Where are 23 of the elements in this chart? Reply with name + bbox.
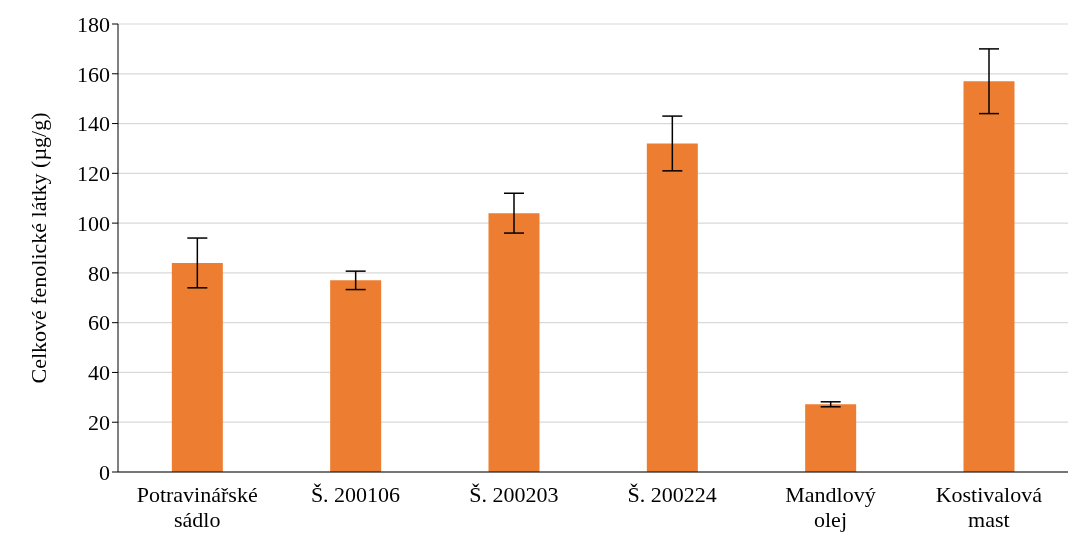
- bar: [330, 280, 382, 472]
- y-tick-label: 120: [77, 161, 110, 187]
- y-tick-label: 60: [88, 310, 110, 336]
- bar: [805, 404, 857, 472]
- y-tick-label: 100: [77, 210, 110, 236]
- bar: [171, 262, 223, 472]
- y-tick-label: 20: [88, 410, 110, 436]
- bar: [646, 143, 698, 472]
- x-tick-label: Mandlový olej: [785, 482, 876, 532]
- bar: [488, 213, 540, 472]
- y-tick-label: 160: [77, 61, 110, 87]
- y-tick-label: 180: [77, 11, 110, 37]
- x-tick-label: Kostivalová mast: [935, 482, 1043, 532]
- y-tick-label: 0: [99, 459, 110, 485]
- x-tick-label: Š. 200106: [310, 482, 401, 507]
- bar: [963, 81, 1015, 472]
- y-tick-label: 80: [88, 260, 110, 286]
- x-tick-label: Š. 200203: [469, 482, 559, 507]
- y-tick-label: 140: [77, 111, 110, 137]
- x-tick-label: Potravinářské sádlo: [136, 482, 258, 532]
- x-tick-label: Š. 200224: [627, 482, 717, 507]
- y-tick-label: 40: [88, 360, 110, 386]
- y-axis-title: Celkové fenolické látky (µg/g): [25, 112, 51, 384]
